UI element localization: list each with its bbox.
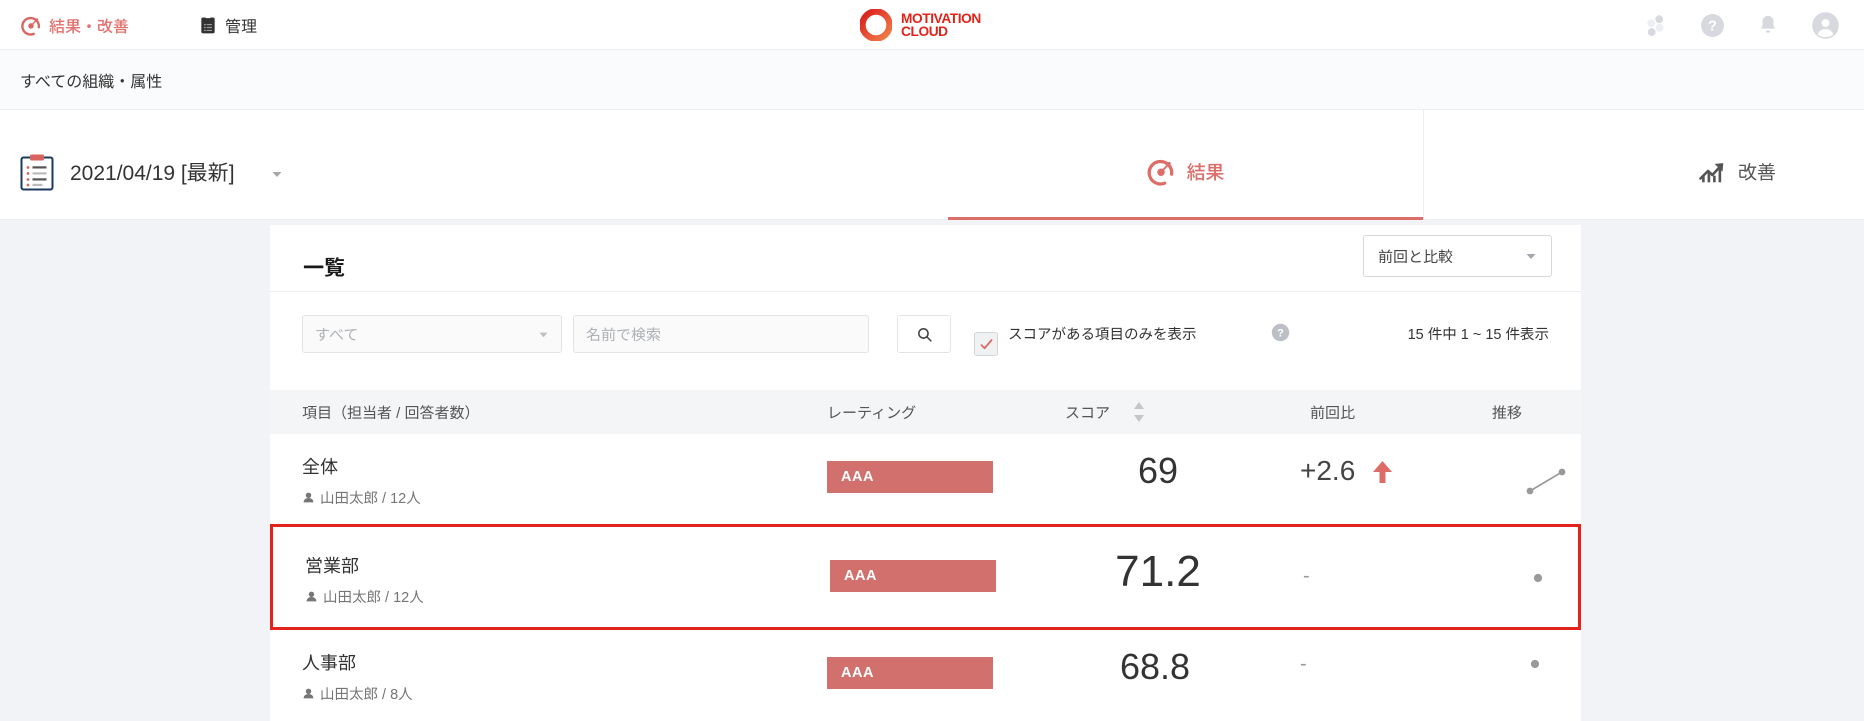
- svg-text:?: ?: [1277, 327, 1284, 339]
- svg-text:?: ?: [1708, 18, 1717, 34]
